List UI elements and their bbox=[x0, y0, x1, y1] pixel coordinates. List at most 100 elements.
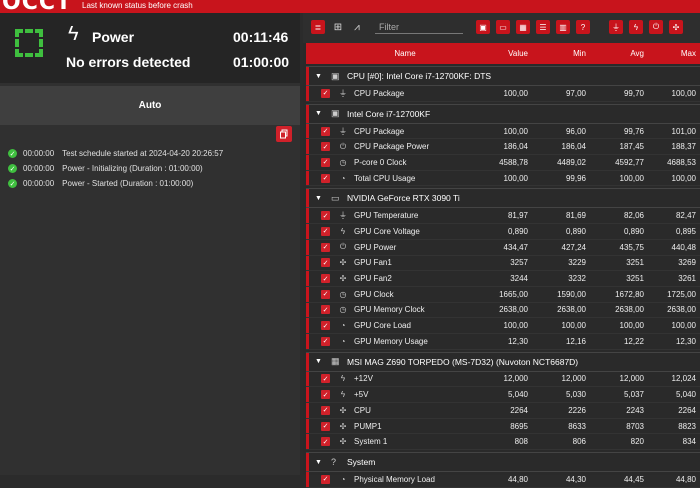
list-view-button[interactable]: ≣ bbox=[311, 20, 325, 34]
sensor-row[interactable]: ✓ ⏚ GPU Temperature 81,97 81,69 82,06 82,47 bbox=[306, 208, 700, 225]
collapse-icon[interactable]: ▼ bbox=[315, 358, 322, 366]
sensor-row[interactable]: ✓ ✣ GPU Fan1 3257 3229 3251 3269 bbox=[306, 255, 700, 272]
column-min[interactable]: Min bbox=[573, 49, 586, 58]
sensor-row[interactable]: ✓ ⏚ CPU Package 100,00 97,00 99,70 100,00 bbox=[306, 86, 700, 102]
motherboard-icon: ▦ bbox=[519, 22, 527, 32]
sensor-group[interactable]: ▼ ▭ NVIDIA GeForce RTX 3090 Ti bbox=[306, 188, 700, 209]
row-checkbox[interactable]: ✓ bbox=[321, 437, 330, 447]
sensor-group[interactable]: ▼ ▣ Intel Core i7-12700KF bbox=[306, 103, 700, 124]
sensor-row[interactable]: ✓ ◷ GPU Memory Clock 2638,00 2638,00 2638,00 2… bbox=[306, 302, 700, 319]
voltage-filter-button[interactable]: ϟ bbox=[629, 20, 643, 34]
sensor-group[interactable]: ▼? System bbox=[306, 452, 700, 473]
cpu-filter-button[interactable]: ▣ bbox=[476, 20, 490, 34]
sensor-min: 4489,02 bbox=[557, 157, 586, 167]
row-checkbox[interactable]: ✓ bbox=[321, 157, 330, 167]
sensor-row[interactable]: ✓ ⏻ GPU Power 434,47 427,24 435,75 440,48 bbox=[306, 239, 700, 256]
collapse-icon[interactable]: ▼ bbox=[315, 110, 322, 118]
row-checkbox[interactable]: ✓ bbox=[321, 474, 330, 484]
row-accent bbox=[306, 86, 309, 101]
row-checkbox[interactable]: ✓ bbox=[321, 88, 330, 98]
temperature-filter-button[interactable]: ⏚ bbox=[609, 20, 623, 34]
clock-icon: ◷ bbox=[339, 157, 347, 167]
sensor-value: 434,47 bbox=[503, 242, 528, 252]
sensor-name: GPU Power bbox=[354, 242, 397, 252]
sensor-avg: 2638,00 bbox=[615, 305, 644, 315]
sensor-value: 5,040 bbox=[507, 390, 528, 400]
power-icon: ⏻ bbox=[652, 22, 660, 31]
memory-filter-button[interactable]: ▥ bbox=[556, 20, 570, 34]
sensor-max: 100,00 bbox=[671, 88, 696, 98]
sensor-row[interactable]: ✓ ⏻ CPU Package Power 186,04 186,04 187,45 188… bbox=[306, 139, 700, 156]
sensor-name: +12V bbox=[354, 374, 373, 384]
row-checkbox[interactable]: ✓ bbox=[321, 142, 330, 152]
power-filter-button[interactable]: ⏻ bbox=[649, 20, 663, 34]
row-checkbox[interactable]: ✓ bbox=[321, 336, 330, 346]
row-checkbox[interactable]: ✓ bbox=[321, 321, 330, 331]
row-checkbox[interactable]: ✓ bbox=[321, 173, 330, 183]
sensor-name: Total CPU Usage bbox=[354, 173, 416, 183]
row-checkbox[interactable]: ✓ bbox=[321, 226, 330, 236]
row-checkbox[interactable]: ✓ bbox=[321, 126, 330, 136]
error-status: No errors detected bbox=[66, 54, 191, 70]
sensor-min: 1590,00 bbox=[557, 289, 586, 299]
temperature-icon: ⏚ bbox=[339, 211, 347, 221]
voltage-icon: ϟ bbox=[633, 22, 639, 32]
auto-button[interactable]: Auto bbox=[0, 86, 300, 125]
sensor-row[interactable]: ✓ ◷ GPU Clock 1665,00 1590,00 1672,80 1725,00 bbox=[306, 286, 700, 303]
sensor-group[interactable]: ▼ ▣ CPU [#0]: Intel Core i7-12700KF: DTS bbox=[306, 66, 700, 86]
log-time: 00:00:00 bbox=[23, 179, 55, 188]
sensor-name: GPU Clock bbox=[354, 289, 394, 299]
column-avg[interactable]: Avg bbox=[630, 49, 644, 58]
sensor-row[interactable]: ✓ ✣ PUMP1 8695 8633 8703 8823 bbox=[306, 418, 700, 435]
column-max[interactable]: Max bbox=[680, 49, 696, 58]
sensor-value: 4588,78 bbox=[499, 157, 528, 167]
sensor-row[interactable]: ✓ ✣ System 1 808 806 820 834 bbox=[306, 434, 700, 451]
sensor-group[interactable]: ▼ ▦ MSI MAG Z690 TORPEDO (MS-7D32) (Nuvoto… bbox=[306, 351, 700, 372]
row-checkbox[interactable]: ✓ bbox=[321, 374, 330, 384]
row-accent bbox=[306, 208, 309, 224]
collapse-icon[interactable]: ▼ bbox=[315, 72, 322, 80]
sensor-row[interactable]: ✓ ϟ +5V 5,040 5,030 5,037 5,040 bbox=[306, 387, 700, 403]
row-checkbox[interactable]: ✓ bbox=[321, 405, 330, 415]
other-filter-button[interactable]: ? bbox=[576, 20, 590, 34]
collapse-icon[interactable]: ▼ bbox=[315, 194, 322, 202]
sensor-row[interactable]: ✓ ◔ GPU Core Load 100,00 100,00 100,00 100,00 bbox=[306, 318, 700, 334]
row-checkbox[interactable]: ✓ bbox=[321, 258, 330, 268]
sensor-row[interactable]: ✓ ✣ GPU Fan2 3244 3232 3251 3261 bbox=[306, 271, 700, 287]
column-name[interactable]: Name bbox=[394, 49, 416, 58]
row-checkbox[interactable]: ✓ bbox=[321, 289, 330, 299]
row-checkbox[interactable]: ✓ bbox=[321, 242, 330, 252]
fan-filter-button[interactable]: ✣ bbox=[669, 20, 683, 34]
collapse-icon[interactable]: ▼ bbox=[315, 458, 322, 466]
filter-input[interactable] bbox=[375, 21, 463, 34]
sensor-avg: 82,06 bbox=[623, 211, 644, 221]
row-checkbox[interactable]: ✓ bbox=[321, 421, 330, 431]
grid-view-button[interactable]: ⊞ bbox=[331, 20, 345, 34]
table-header: Name Value Min Avg Max bbox=[306, 43, 700, 64]
graph-view-button[interactable]: ⩘ bbox=[350, 20, 364, 34]
row-checkbox[interactable]: ✓ bbox=[321, 211, 330, 221]
sensor-row[interactable]: ✓ ◔ GPU Memory Usage 12,30 12,16 12,22 12,30 bbox=[306, 333, 700, 350]
sensor-row[interactable]: ✓ ✣ CPU 2264 2226 2243 2264 bbox=[306, 403, 700, 419]
sensor-row[interactable]: ✓ ϟ +12V 12,000 12,000 12,000 12,024 bbox=[306, 371, 700, 388]
sensor-row[interactable]: ✓ ⏚ CPU Package 100,00 96,00 99,76 101,00 bbox=[306, 123, 700, 140]
group-title: Intel Core i7-12700KF bbox=[347, 108, 431, 119]
row-accent bbox=[306, 170, 309, 186]
sensor-row[interactable]: ✓ ◔ Total CPU Usage 100,00 99,96 100,00 100,00 bbox=[306, 170, 700, 187]
row-checkbox[interactable]: ✓ bbox=[321, 390, 330, 400]
gpu-filter-button[interactable]: ▭ bbox=[496, 20, 510, 34]
sensor-avg: 4592,77 bbox=[615, 157, 644, 167]
sensor-row[interactable]: ✓ ϟ GPU Core Voltage 0,890 0,890 0,890 0,895 bbox=[306, 224, 700, 240]
storage-filter-button[interactable]: ☰ bbox=[536, 20, 550, 34]
row-checkbox[interactable]: ✓ bbox=[321, 305, 330, 315]
left-panel: ϟ Power 00:11:46 No errors detected 01:0… bbox=[0, 13, 300, 475]
event-log: ✓ 00:00:00 Test schedule started at 2024-0… bbox=[8, 146, 298, 191]
copy-log-button[interactable] bbox=[276, 126, 292, 142]
sensor-row[interactable]: ✓ ◷ P-core 0 Clock 4588,78 4489,02 4592,77 468… bbox=[306, 155, 700, 171]
test-mode-title: Power bbox=[92, 29, 135, 45]
row-accent bbox=[306, 155, 309, 170]
column-value[interactable]: Value bbox=[508, 49, 528, 58]
sensor-row[interactable]: ✓ ◔ Physical Memory Load 44,80 44,30 44,45 44,… bbox=[306, 472, 700, 488]
motherboard-filter-button[interactable]: ▦ bbox=[516, 20, 530, 34]
row-checkbox[interactable]: ✓ bbox=[321, 274, 330, 284]
